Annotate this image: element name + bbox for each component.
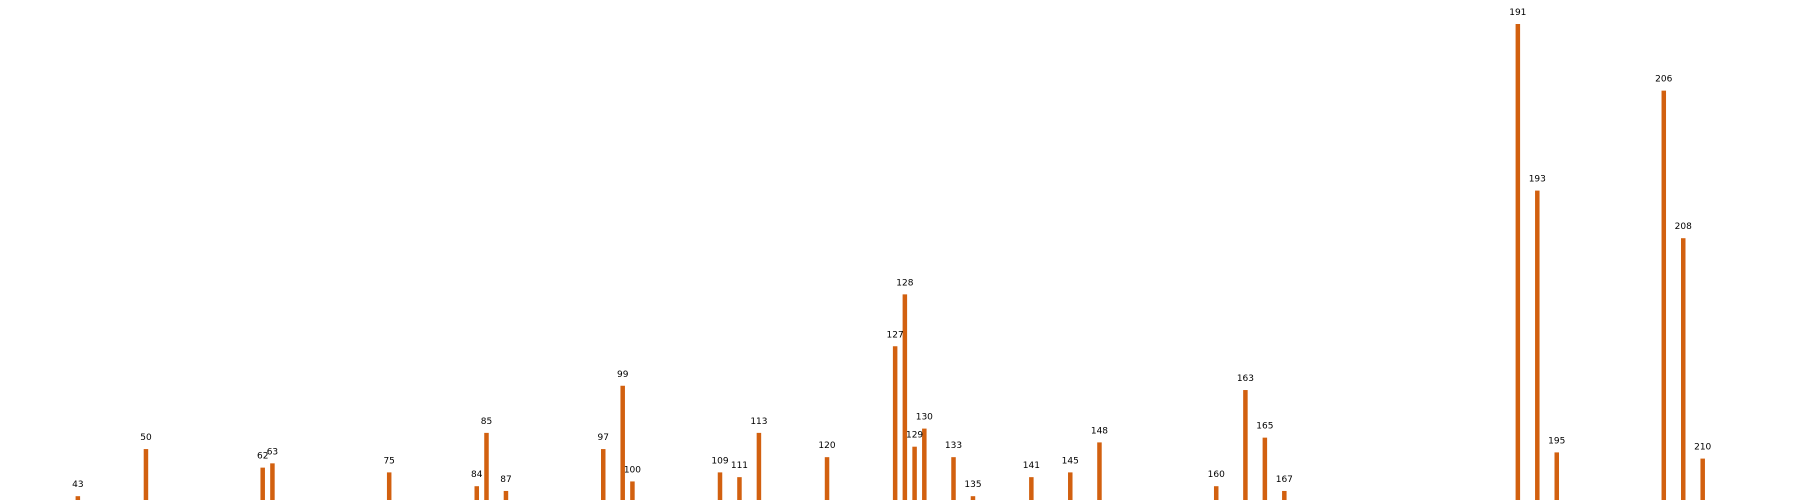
bar-141 <box>1029 477 1034 500</box>
bar-label-84: 84 <box>471 470 483 480</box>
bar-label-206: 206 <box>1655 75 1672 85</box>
bar-148 <box>1097 442 1102 500</box>
bar-163 <box>1243 390 1248 500</box>
bars-group <box>75 24 1705 500</box>
bar-label-210: 210 <box>1694 443 1711 453</box>
bar-84 <box>474 486 480 500</box>
bar-145 <box>1068 472 1073 500</box>
bar-label-62: 62 <box>257 452 268 462</box>
bar-label-135: 135 <box>964 480 981 490</box>
bar-133 <box>951 457 956 500</box>
bar-label-127: 127 <box>887 330 904 340</box>
bar-208 <box>1680 238 1686 500</box>
bar-127 <box>892 346 898 500</box>
bar-165 <box>1262 437 1268 500</box>
bar-label-160: 160 <box>1208 470 1225 480</box>
bar-50 <box>143 449 149 500</box>
bar-label-63: 63 <box>267 447 278 457</box>
bar-135 <box>970 496 976 500</box>
bar-109 <box>717 472 723 500</box>
bar-130 <box>922 428 927 500</box>
bar-113 <box>756 432 762 500</box>
bar-label-167: 167 <box>1276 475 1293 485</box>
bar-label-113: 113 <box>750 417 767 427</box>
bar-label-97: 97 <box>598 433 609 443</box>
bar-label-193: 193 <box>1529 175 1546 185</box>
bar-97 <box>600 449 606 500</box>
bar-120 <box>824 457 830 500</box>
bar-167 <box>1282 490 1287 500</box>
bar-label-208: 208 <box>1675 222 1692 232</box>
bar-label-165: 165 <box>1256 422 1273 432</box>
bar-62 <box>260 467 265 500</box>
bar-label-87: 87 <box>500 475 511 485</box>
bar-43 <box>75 496 81 500</box>
bar-label-141: 141 <box>1023 461 1040 471</box>
bar-85 <box>484 432 489 500</box>
bar-191 <box>1515 24 1521 500</box>
bar-99 <box>620 385 625 500</box>
bar-87 <box>503 490 509 500</box>
bar-100 <box>630 481 635 500</box>
bar-label-120: 120 <box>818 441 835 451</box>
bar-195 <box>1554 452 1560 500</box>
bar-210 <box>1700 458 1705 500</box>
bar-label-145: 145 <box>1062 456 1079 466</box>
bar-label-130: 130 <box>916 413 933 423</box>
bar-label-128: 128 <box>896 278 913 288</box>
bar-label-129: 129 <box>906 431 923 441</box>
bar-label-50: 50 <box>140 433 152 443</box>
bar-75 <box>386 472 392 500</box>
bar-label-191: 191 <box>1509 8 1526 18</box>
bar-193 <box>1535 190 1540 500</box>
bar-label-99: 99 <box>617 370 629 380</box>
bar-128 <box>902 294 908 500</box>
bar-label-43: 43 <box>72 480 83 490</box>
bar-label-133: 133 <box>945 441 962 451</box>
bar-label-195: 195 <box>1548 436 1565 446</box>
bar-label-148: 148 <box>1091 426 1108 436</box>
bar-label-111: 111 <box>731 461 748 471</box>
bar-206 <box>1661 90 1667 500</box>
bar-label-109: 109 <box>711 456 728 466</box>
bar-label-75: 75 <box>383 456 394 466</box>
bar-129 <box>912 446 917 500</box>
bar-label-163: 163 <box>1237 374 1254 384</box>
bar-label-100: 100 <box>624 465 641 475</box>
bar-63 <box>270 463 275 500</box>
bar-label-85: 85 <box>481 417 492 427</box>
bar-160 <box>1213 486 1219 500</box>
bar-111 <box>737 477 742 500</box>
